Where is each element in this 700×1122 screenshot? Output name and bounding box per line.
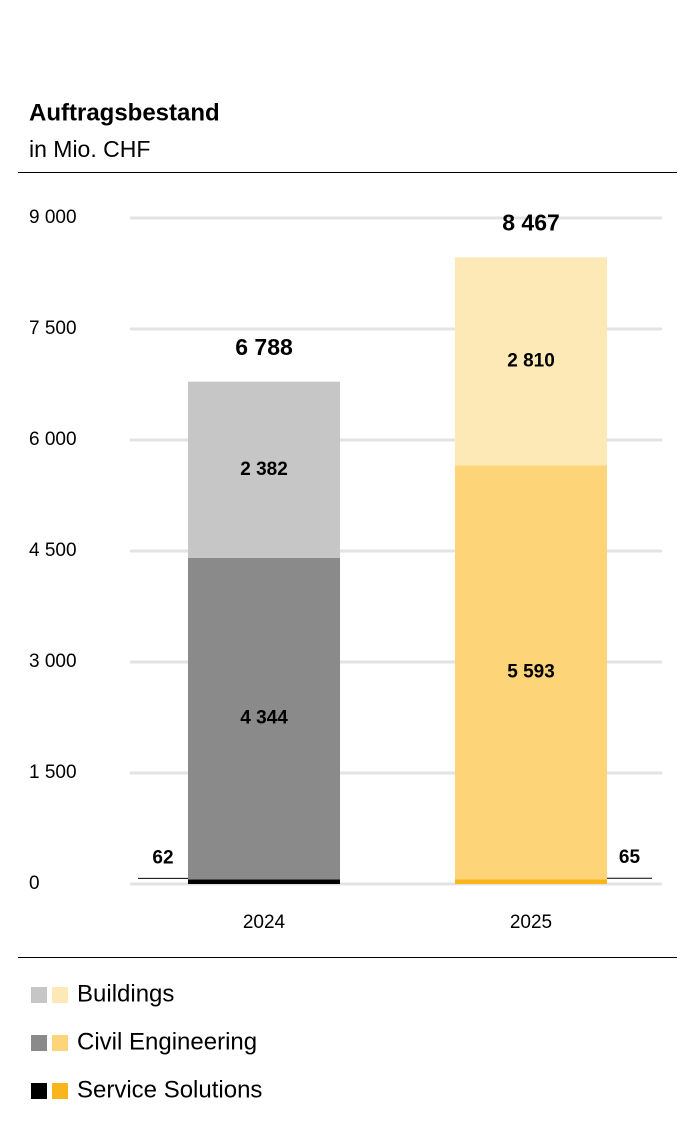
bar-segment — [455, 465, 607, 880]
total-label: 6 788 — [235, 334, 293, 360]
bar-segment — [188, 381, 340, 558]
total-label: 8 467 — [502, 210, 560, 236]
bar-segment — [455, 257, 607, 466]
y-tick-label: 1 500 — [29, 762, 77, 783]
value-label: 2 382 — [240, 459, 288, 480]
legend-swatch — [31, 1083, 47, 1099]
y-tick-label: 6 000 — [29, 429, 77, 450]
legend-swatch — [31, 1035, 47, 1051]
legend-label: Civil Engineering — [77, 1028, 257, 1055]
legend-swatch — [52, 1083, 68, 1099]
legend-swatch — [31, 987, 47, 1003]
legend-label: Buildings — [77, 980, 174, 1007]
value-label: 62 — [152, 847, 173, 868]
legend-swatch — [52, 1035, 68, 1051]
legend-swatch — [52, 987, 68, 1003]
bar-segment — [188, 557, 340, 880]
legend-label: Service Solutions — [77, 1076, 262, 1103]
value-label: 4 344 — [240, 708, 288, 729]
chart-title: Auftragsbestand — [29, 99, 220, 126]
x-tick-label: 2024 — [243, 912, 286, 933]
value-label: 5 593 — [507, 661, 555, 682]
y-tick-label: 4 500 — [29, 540, 77, 561]
value-label: 2 810 — [507, 350, 555, 371]
chart-subtitle: in Mio. CHF — [29, 136, 150, 162]
value-label: 65 — [619, 847, 641, 868]
x-tick-label: 2025 — [510, 912, 552, 933]
y-tick-label: 3 000 — [29, 651, 77, 672]
y-tick-label: 9 000 — [29, 207, 77, 228]
bar-segment — [188, 879, 340, 884]
bar-segment — [455, 879, 607, 884]
y-tick-label: 0 — [29, 873, 40, 894]
y-tick-label: 7 500 — [29, 318, 77, 339]
